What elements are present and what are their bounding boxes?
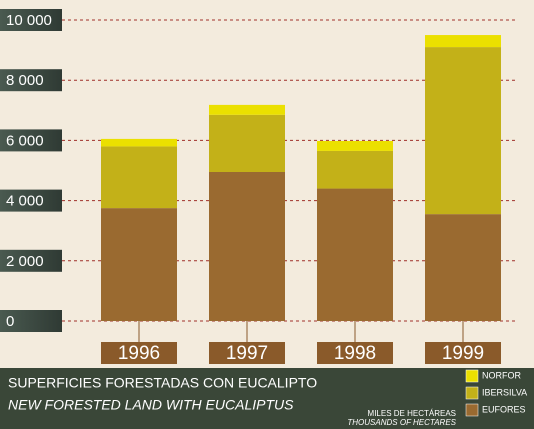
legend-swatch (466, 370, 478, 382)
legend-label: IBERSILVA (482, 387, 527, 397)
bar-segment (317, 141, 393, 151)
bar-segment (425, 47, 501, 214)
y-tick-label: 0 (6, 313, 14, 330)
y-tick-label: 4 000 (6, 193, 44, 210)
bar-segment (425, 35, 501, 47)
x-tick-label: 1997 (226, 343, 268, 364)
bar-segment (317, 189, 393, 321)
bar-segment (101, 146, 177, 208)
unit-label: MILES DE HECTÁREAS (368, 409, 456, 418)
legend-label: EUFORES (482, 404, 526, 414)
bar-segment (317, 151, 393, 189)
subtitle: NEW FORESTED LAND WITH EUCALIPTUS (8, 397, 294, 413)
y-tick-label: 10 000 (6, 12, 52, 29)
legend-label: NORFOR (482, 370, 521, 380)
bar-segment (209, 115, 285, 172)
x-tick-label: 1999 (442, 343, 484, 364)
legend-swatch (466, 404, 478, 416)
bar-segment (209, 172, 285, 321)
y-tick-label: 6 000 (6, 132, 44, 149)
y-tick-label: 2 000 (6, 253, 44, 270)
x-tick-label: 1998 (334, 343, 376, 364)
bar-segment (209, 105, 285, 115)
bar-segment (101, 139, 177, 147)
unit-label-en: THOUSANDS OF HECTARES (347, 418, 456, 427)
bar-segment (425, 214, 501, 321)
bar-segment (101, 208, 177, 321)
legend-swatch (466, 387, 478, 399)
chart: SUPERFICIES FORESTADAS CON EUCALIPTO NEW… (0, 0, 534, 429)
x-tick-label: 1996 (118, 343, 160, 364)
title: SUPERFICIES FORESTADAS CON EUCALIPTO (8, 375, 317, 391)
y-tick-label: 8 000 (6, 72, 44, 89)
